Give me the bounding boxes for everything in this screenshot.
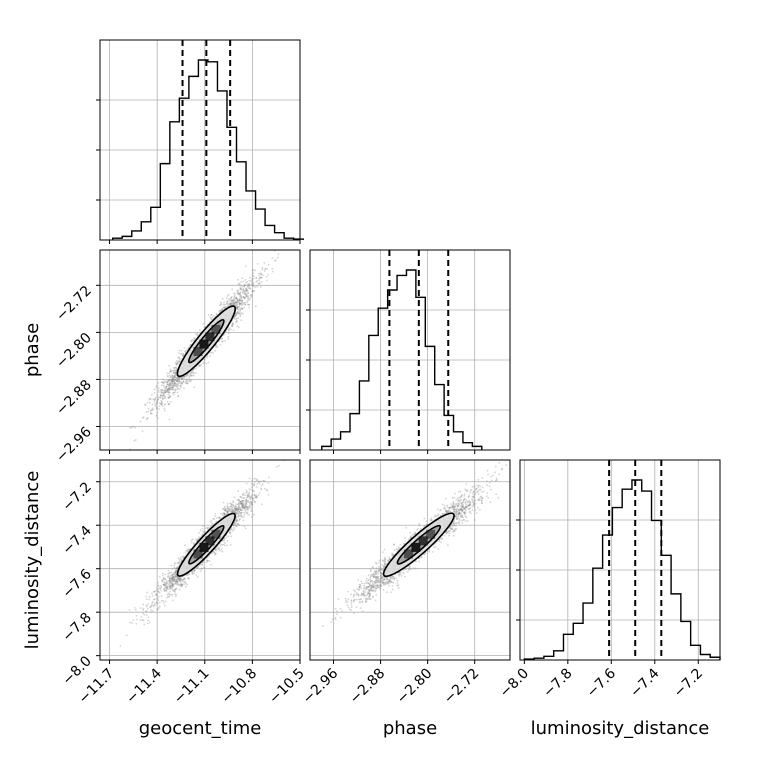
histogram-step-luminosity-distance <box>523 479 721 660</box>
y-tick-label-luminosity-distance: −7.8 <box>59 610 94 645</box>
histogram-panel-geocent-time <box>96 39 304 244</box>
panels <box>96 39 721 664</box>
x-tick-label-phase: −2.72 <box>441 666 483 708</box>
x-tick-label-geocent-time: −11.1 <box>171 666 213 708</box>
x-axis-label-phase: phase <box>383 718 437 739</box>
density-block <box>411 542 421 552</box>
scatter-panel-phase-vs-luminosity-distance <box>309 459 511 664</box>
y-tick-label-luminosity-distance: −7.6 <box>59 566 94 601</box>
density-block <box>418 536 428 546</box>
scatter-panel-geocent-time-vs-phase <box>96 249 301 454</box>
x-axis-label-geocent-time: geocent_time <box>139 718 262 739</box>
histogram-panel-luminosity-distance <box>516 459 721 664</box>
x-tick-label-geocent-time: −11.4 <box>123 665 165 707</box>
panel-frame <box>99 459 301 661</box>
x-tick-label-geocent-time: −10.5 <box>266 666 308 708</box>
histogram-step-geocent-time <box>111 59 304 240</box>
panel-frame <box>519 459 721 661</box>
x-tick-label-luminosity-distance: −7.2 <box>671 666 706 701</box>
x-tick-label-luminosity-distance: −7.8 <box>540 666 575 701</box>
x-tick-label-luminosity-distance: −7.6 <box>584 665 619 700</box>
x-tick-label-phase: −2.96 <box>300 665 342 707</box>
x-tick-label-luminosity-distance: −8.0 <box>497 666 532 701</box>
density-block <box>199 339 209 349</box>
panel-frame <box>99 39 301 241</box>
x-tick-label-luminosity-distance: −7.4 <box>627 665 662 700</box>
density-block <box>205 332 215 342</box>
panel-frame <box>99 249 301 451</box>
scatter-panel-geocent-time-vs-luminosity-distance <box>96 459 301 664</box>
x-tick-label-geocent-time: −10.8 <box>219 666 261 708</box>
y-tick-label-phase: −2.80 <box>53 330 95 372</box>
panel-background <box>520 460 720 660</box>
y-tick-label-luminosity-distance: −7.4 <box>59 523 94 558</box>
density-block <box>205 536 215 546</box>
panel-background <box>310 250 510 450</box>
panel-background <box>100 40 300 240</box>
density-block <box>211 324 221 334</box>
panel-frame <box>309 459 511 661</box>
panel-frame <box>309 249 511 451</box>
density-block <box>193 346 203 356</box>
y-axis-label-luminosity-distance: luminosity_distance <box>22 471 43 650</box>
density-block <box>404 549 414 559</box>
y-axis-label-phase: phase <box>22 323 43 377</box>
x-tick-label-phase: −2.80 <box>394 666 436 708</box>
x-axis-label-luminosity-distance: luminosity_distance <box>531 718 710 739</box>
y-tick-label-luminosity-distance: −7.2 <box>59 479 94 514</box>
density-block <box>193 549 203 559</box>
y-tick-label-phase: −2.88 <box>53 377 95 419</box>
x-tick-label-phase: −2.88 <box>347 666 389 708</box>
y-tick-label-phase: −2.96 <box>53 424 95 466</box>
density-block <box>199 542 209 552</box>
histogram-step-phase <box>321 269 483 450</box>
density-block <box>211 529 221 539</box>
histogram-panel-phase <box>306 249 511 454</box>
y-tick-label-phase: −2.72 <box>53 283 95 325</box>
density-block <box>426 529 436 539</box>
